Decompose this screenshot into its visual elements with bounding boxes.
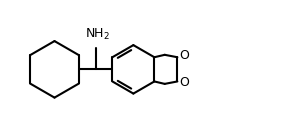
Text: O: O <box>179 49 189 62</box>
Text: NH$_2$: NH$_2$ <box>85 27 110 42</box>
Text: O: O <box>179 76 189 89</box>
